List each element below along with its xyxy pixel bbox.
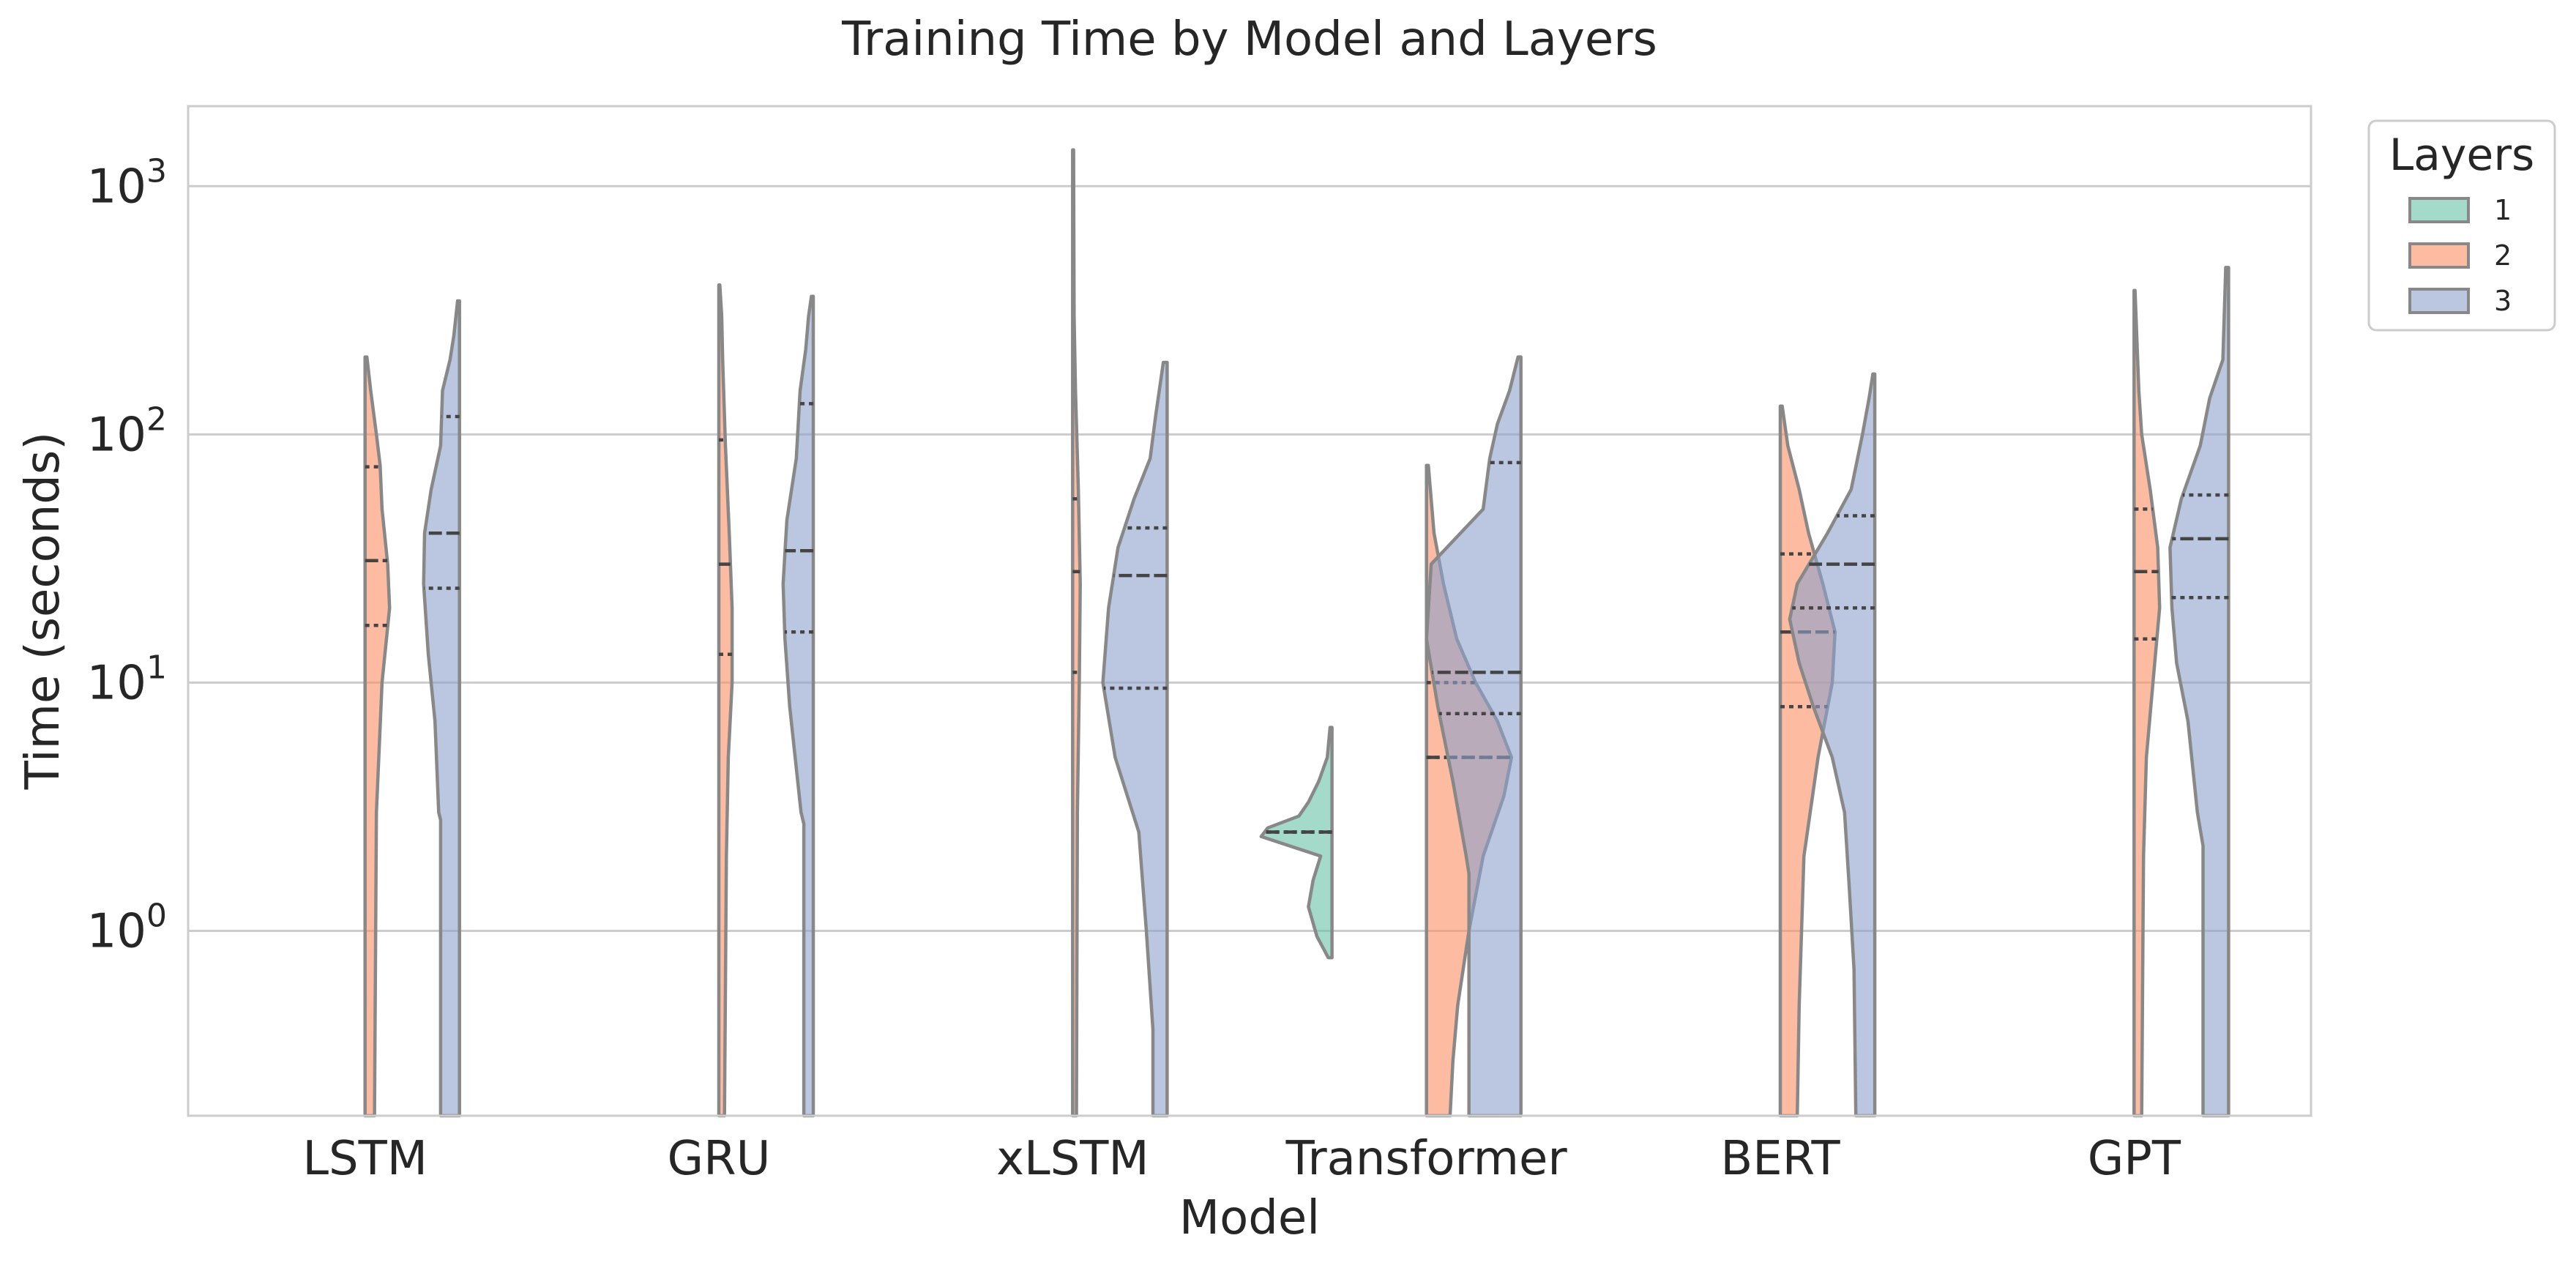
y-tick-label: 101 <box>87 649 167 710</box>
y-tick-label: 103 <box>87 152 167 214</box>
legend-label: 2 <box>2494 239 2512 272</box>
chart-title: Training Time by Model and Layers <box>841 12 1657 67</box>
x-tick-label: GRU <box>668 1132 771 1186</box>
x-tick-labels: LSTM GRU xLSTM Transformer BERT GPT <box>302 1132 2181 1186</box>
y-tick-label: 102 <box>87 400 167 462</box>
legend-label: 3 <box>2494 285 2512 317</box>
violin-LSTM-layers-2 <box>363 355 392 1118</box>
y-tick-label: 100 <box>87 897 167 958</box>
violin-body <box>363 355 392 1118</box>
legend-item-1: 1 <box>2408 194 2512 226</box>
legend-item-3: 3 <box>2408 285 2512 317</box>
legend-swatch <box>2408 288 2470 314</box>
violin-body <box>422 299 461 1118</box>
y-tick-labels: 100 101 102 103 <box>87 152 167 958</box>
legend: Layers 1 2 3 <box>2367 119 2556 332</box>
legend-swatch <box>2408 242 2470 269</box>
violin-xLSTM-layers-2 <box>1071 148 1082 1118</box>
violin-body <box>1101 360 1169 1118</box>
violin-body <box>717 283 734 1118</box>
violins <box>363 148 2230 1118</box>
legend-box <box>2367 119 2556 332</box>
violin-xLSTM-layers-3 <box>1101 360 1169 1118</box>
violin-body <box>1071 148 1082 1118</box>
gridlines <box>188 184 2311 932</box>
violin-GPT-layers-3 <box>2168 266 2230 1118</box>
y-axis-label: Time (seconds) <box>16 432 70 791</box>
violin-GPT-layers-2 <box>2132 288 2162 1118</box>
legend-item-2: 2 <box>2408 239 2512 272</box>
x-tick-label: BERT <box>1720 1132 1840 1186</box>
plot-frame <box>187 105 2312 1117</box>
x-tick-label: Transformer <box>1285 1132 1568 1186</box>
violin-LSTM-layers-3 <box>422 299 461 1118</box>
violin-Transformer-layers-1 <box>1259 726 1334 960</box>
x-tick-label: xLSTM <box>996 1132 1149 1186</box>
legend-label: 1 <box>2494 194 2512 226</box>
violin-GRU-layers-3 <box>781 294 815 1118</box>
x-tick-label: LSTM <box>302 1132 428 1186</box>
violin-body <box>1259 726 1334 960</box>
legend-title: Layers <box>2389 130 2535 181</box>
violin-body <box>2132 288 2162 1118</box>
legend-swatch <box>2408 197 2470 223</box>
violin-body <box>1425 355 1523 1118</box>
violin-body <box>2168 266 2230 1118</box>
legend-items: 1 2 3 <box>2408 194 2512 317</box>
x-tick-label: GPT <box>2088 1132 2181 1186</box>
x-axis-label: Model <box>1179 1191 1320 1245</box>
violin-BERT-layers-3 <box>1788 372 1877 1118</box>
violin-Transformer-layers-3 <box>1425 355 1523 1118</box>
violin-body <box>781 294 815 1118</box>
violin-GRU-layers-2 <box>717 283 734 1118</box>
violin-body <box>1788 372 1877 1118</box>
